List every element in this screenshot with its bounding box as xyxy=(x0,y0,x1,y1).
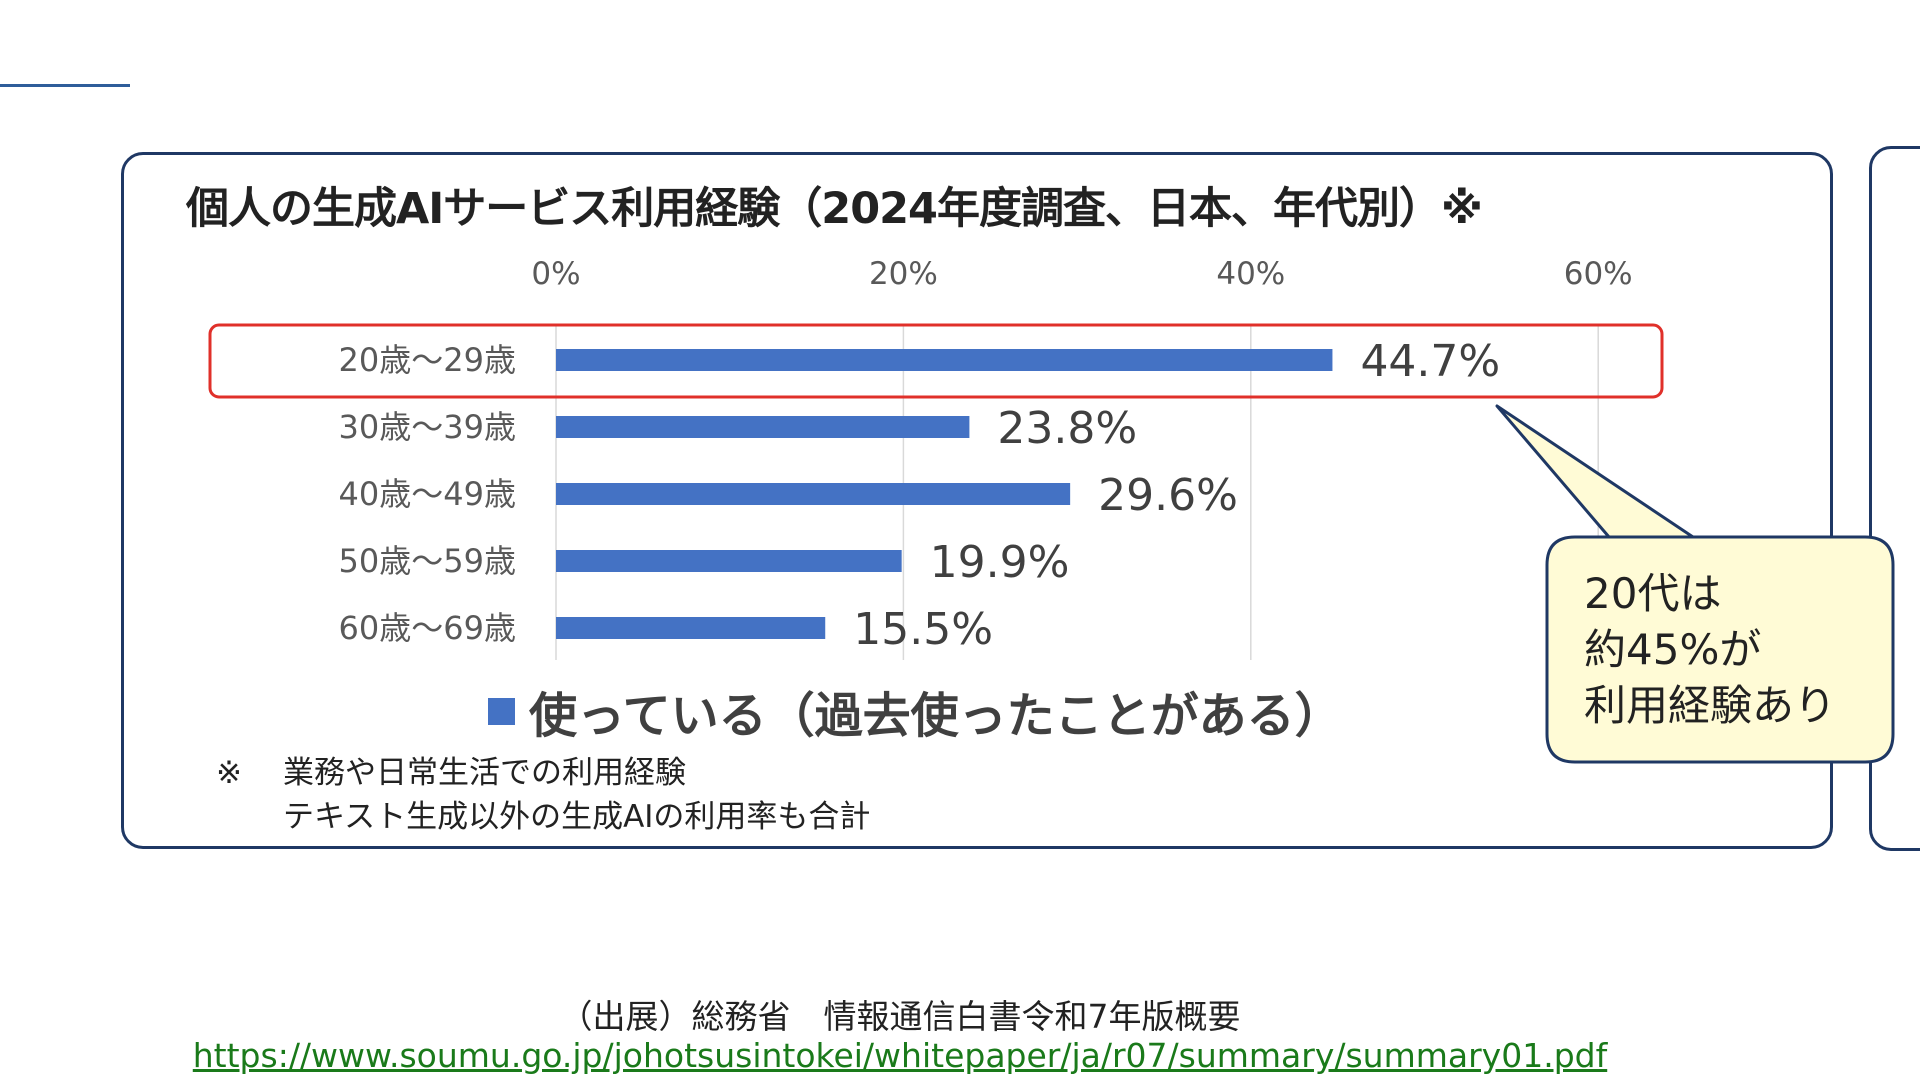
value-label: 44.7% xyxy=(1360,336,1500,387)
callout xyxy=(1495,404,1895,764)
footnote: ※ 業務や日常生活での利用経験 テキスト生成以外の生成AIの利用率も合計 xyxy=(216,751,870,839)
footnote-line-2: テキスト生成以外の生成AIの利用率も合計 xyxy=(283,799,871,835)
callout-text: 20代は 約45%が 利用経験あり xyxy=(1584,569,1837,730)
callout-bubble xyxy=(1495,404,1895,764)
value-label: 23.8% xyxy=(997,403,1137,454)
category-label: 20歳～29歳 xyxy=(339,341,516,379)
bar xyxy=(556,550,902,572)
x-axis-ticks: 0% 20% 40% 60% xyxy=(531,256,1632,292)
bar xyxy=(556,617,826,639)
x-tick-label: 40% xyxy=(1216,256,1285,292)
highlight-layer xyxy=(208,323,1664,399)
value-label: 29.6% xyxy=(1098,470,1238,521)
category-label: 30歳～39歳 xyxy=(339,408,516,446)
footnote-mark: ※ xyxy=(216,755,242,791)
source-link[interactable]: https://www.soumu.go.jp/johotsusintokei/… xyxy=(192,1036,1608,1075)
legend-label: 使っている（過去使ったことがある） xyxy=(529,688,1343,744)
footnote-text-1: 業務や日常生活での利用経験 xyxy=(283,755,686,791)
value-labels: 44.7% 23.8% 29.6% 19.9% 15.5% xyxy=(853,336,1500,655)
source-label: （出展）総務省 情報通信白書令和7年版概要 xyxy=(559,997,1241,1036)
highlight-box xyxy=(208,323,1664,399)
bar xyxy=(556,416,970,438)
chart-title: 個人の生成AIサービス利用経験（2024年度調査、日本、年代別）※ xyxy=(186,184,1483,234)
footnote-line-1: ※ 業務や日常生活での利用経験 xyxy=(216,751,870,795)
legend-swatch xyxy=(488,697,515,725)
x-tick-label: 20% xyxy=(869,256,938,292)
value-label: 15.5% xyxy=(853,604,993,655)
legend: 使っている（過去使ったことがある） xyxy=(488,676,1343,746)
x-tick-label: 60% xyxy=(1564,256,1633,292)
header-rule xyxy=(0,84,130,87)
category-label: 60歳～69歳 xyxy=(339,609,516,647)
category-label: 50歳～59歳 xyxy=(339,542,516,580)
bars xyxy=(556,349,1333,639)
category-label: 40歳～49歳 xyxy=(339,475,516,513)
category-labels: 20歳～29歳 30歳～39歳 40歳～49歳 50歳～59歳 60歳～69歳 xyxy=(339,341,516,647)
value-label: 19.9% xyxy=(930,537,1070,588)
bar xyxy=(556,483,1071,505)
bar xyxy=(556,349,1333,371)
x-tick-label: 0% xyxy=(531,256,580,292)
